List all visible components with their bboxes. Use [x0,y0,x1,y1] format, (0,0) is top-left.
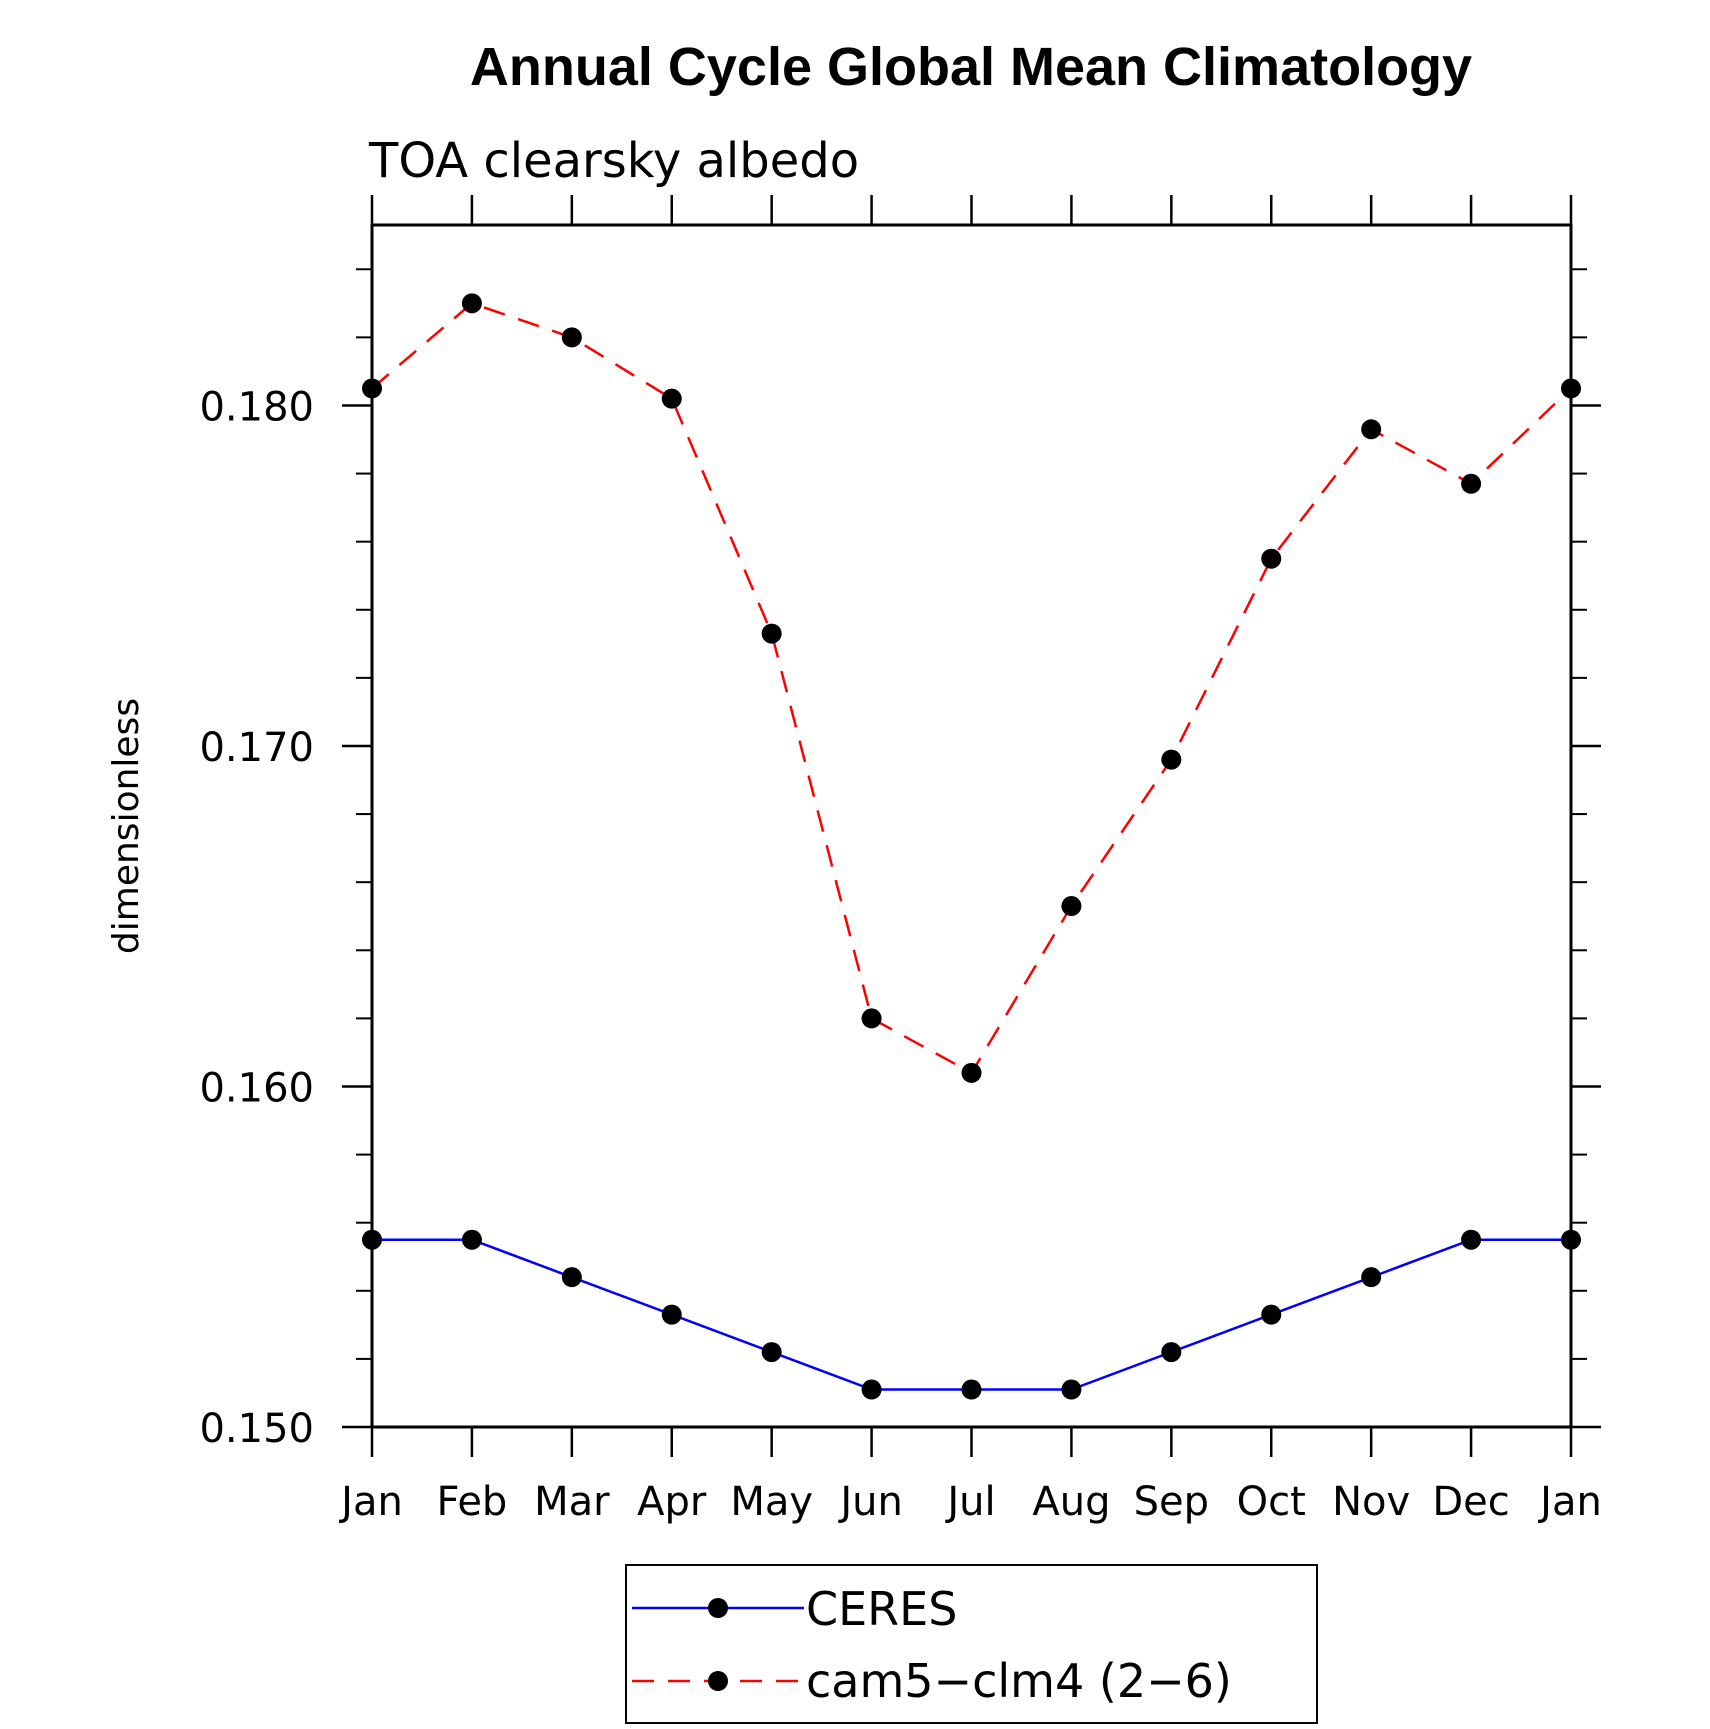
x-tick-label: Jul [944,1479,995,1525]
data-point [1161,1342,1182,1363]
x-tick-label: Aug [1032,1479,1110,1525]
data-point [861,1008,882,1029]
chart-title: Annual Cycle Global Mean Climatology [470,37,1472,97]
y-tick-label: 0.160 [199,1065,314,1111]
x-tick-label: Jan [1537,1479,1602,1525]
data-point [761,1342,782,1363]
y-tick-label: 0.150 [199,1406,314,1452]
data-point [1061,896,1082,917]
x-axis-tick-labels: Jan Feb Mar Apr May Jun Jul Aug Sep Oct Nov Dec Jan [338,1479,1602,1525]
y-tick-label: 0.170 [199,725,314,771]
data-point [661,1304,682,1325]
data-point [761,623,782,644]
data-point [1361,419,1382,440]
x-tick-label: Dec [1432,1479,1509,1525]
legend-label-ceres: CERES [806,1582,957,1636]
plot-frame [370,223,1573,1429]
legend: CERES cam5−clm4 (2−6) [625,1564,1318,1724]
legend-label-cam5: cam5−clm4 (2−6) [806,1654,1232,1708]
x-tick-label: Jan [338,1479,403,1525]
x-tick-label: May [730,1479,813,1525]
x-tick-label: Mar [534,1479,610,1525]
data-point [461,293,482,314]
data-point [561,327,582,348]
y-tick-label: 0.180 [199,384,314,430]
series-line-0 [372,1238,1571,1391]
y-axis-tick-labels: 0.150 0.160 0.170 0.180 [199,384,314,1452]
data-point [961,1062,982,1083]
legend-box [625,1564,1318,1724]
data-point [661,388,682,409]
x-tick-label: Nov [1332,1479,1410,1525]
data-point [1461,473,1482,494]
legend-marker-ceres [708,1598,728,1618]
x-tick-label: Apr [637,1479,707,1525]
data-point [561,1267,582,1288]
data-point [1261,1304,1282,1325]
data-point [1461,1229,1482,1250]
data-point [961,1379,982,1400]
data-point [1361,1267,1382,1288]
data-point [461,1229,482,1250]
series-line-1 [371,301,1572,1075]
x-tick-label: Jun [837,1479,903,1525]
chart-subtitle: TOA clearsky albedo [368,133,859,189]
legend-marker-cam5 [708,1671,728,1691]
data-point [1261,548,1282,569]
data-point [1161,749,1182,770]
data-series [362,293,1581,1400]
x-tick-label: Sep [1134,1479,1209,1525]
axis-ticks [342,195,1601,1457]
x-tick-label: Feb [437,1479,508,1525]
data-point [861,1379,882,1400]
y-axis-label: dimensionless [106,698,147,954]
x-tick-label: Oct [1237,1479,1306,1525]
data-point [1061,1379,1082,1400]
